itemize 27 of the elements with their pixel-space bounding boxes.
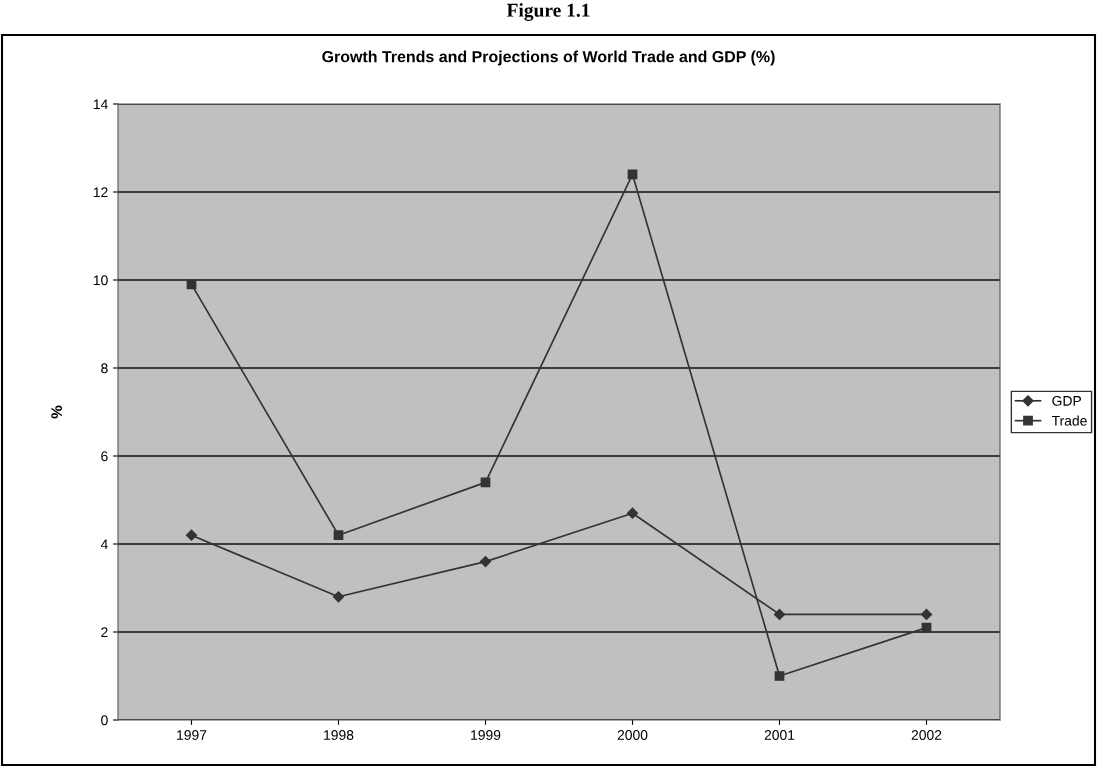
x-tick-label: 1999 — [471, 730, 501, 740]
caption: Figure 1.1 — [506, 3, 590, 21]
y-tick-label: 10 — [93, 275, 108, 286]
y-tick-label: 6 — [101, 451, 108, 462]
point — [185, 529, 198, 541]
y-tick-label: 12 — [93, 187, 108, 198]
y-axis-title: % — [51, 405, 62, 419]
x-tick-label: 2000 — [617, 730, 648, 740]
x-tick-label: 2001 — [764, 730, 795, 740]
y-tick-label: 14 — [93, 99, 108, 110]
x-tick-label: 1997 — [177, 730, 207, 740]
y-tick-label: 4 — [100, 539, 108, 550]
chart-title: Growth Trends and Projections of World Trade and GDP (%) — [322, 50, 775, 66]
point — [479, 555, 492, 568]
point — [920, 608, 933, 621]
legend-label: Trade — [1051, 415, 1087, 426]
x-tick-label: 2002 — [911, 730, 942, 740]
legend-label: GDP — [1052, 395, 1081, 406]
point — [773, 608, 786, 621]
y-tick-label: 8 — [101, 363, 108, 374]
y-tick-label: 0 — [101, 715, 108, 726]
point — [332, 591, 345, 603]
point — [774, 671, 785, 681]
point — [333, 530, 344, 541]
y-tick-label: 2 — [101, 627, 108, 638]
x-tick-label: 1998 — [324, 730, 354, 740]
point — [626, 507, 639, 519]
